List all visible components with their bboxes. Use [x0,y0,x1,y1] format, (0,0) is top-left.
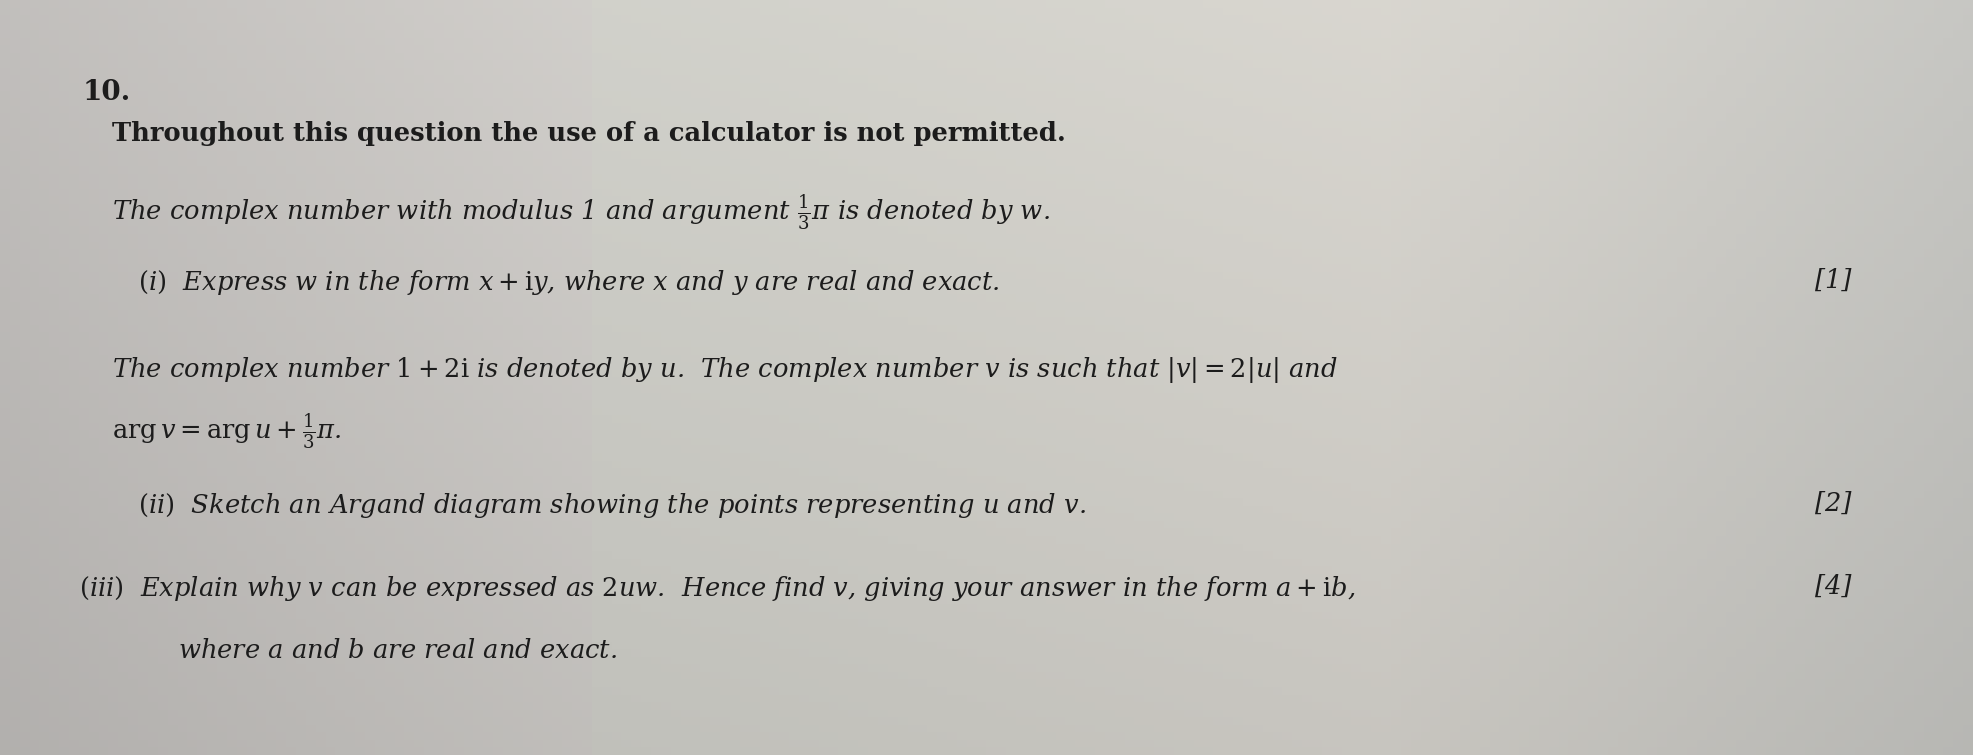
Text: [4]: [4] [1815,574,1851,599]
Text: [1]: [1] [1815,268,1851,293]
Text: 10.: 10. [83,79,130,106]
Text: $(i)$  Express $w$ in the form $x + {\rm i}y$, where $x$ and $y$ are real and ex: $(i)$ Express $w$ in the form $x + {\rm … [138,268,1000,297]
Text: The complex number with modulus 1 and argument $\frac{1}{3}\pi$ is denoted by $w: The complex number with modulus 1 and ar… [112,193,1050,232]
Text: Throughout this question the use of a calculator is not permitted.: Throughout this question the use of a ca… [112,121,1065,146]
Text: The complex number $1 + 2{\rm i}$ is denoted by $u$.  The complex number $v$ is : The complex number $1 + 2{\rm i}$ is den… [112,355,1338,385]
Text: $\arg v = \arg u + \frac{1}{3}\pi$.: $\arg v = \arg u + \frac{1}{3}\pi$. [112,411,341,451]
Text: where $a$ and $b$ are real and exact.: where $a$ and $b$ are real and exact. [178,638,618,663]
Text: [2]: [2] [1815,491,1851,516]
Text: $(iii)$  Explain why $v$ can be expressed as $2uw$.  Hence find $v$, giving your: $(iii)$ Explain why $v$ can be expressed… [79,574,1355,602]
Text: $(ii)$  Sketch an Argand diagram showing the points representing $u$ and $v$.: $(ii)$ Sketch an Argand diagram showing … [138,491,1085,519]
